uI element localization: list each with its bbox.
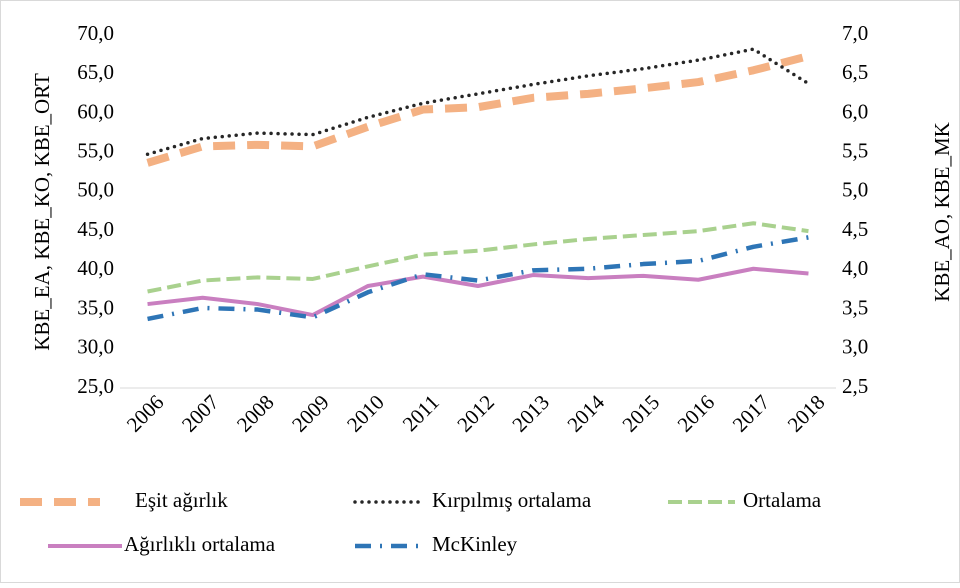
series-line bbox=[147, 221, 809, 294]
y2-tick-label: 3,5 bbox=[842, 295, 868, 319]
series-line bbox=[145, 47, 811, 156]
series-line bbox=[147, 235, 809, 322]
y-tick-label: 70,0 bbox=[77, 21, 114, 45]
y2-tick-label: 4,0 bbox=[842, 256, 868, 280]
series-line bbox=[147, 266, 809, 318]
y2-tick-label: 3,0 bbox=[842, 335, 868, 359]
y2-axis-title: KBE_AO, KBE_MK bbox=[930, 122, 954, 302]
y2-tick-label: 6,0 bbox=[842, 99, 868, 123]
legend-label: Ortalama bbox=[743, 488, 822, 512]
y2-tick-label: 5,5 bbox=[842, 138, 868, 162]
y-tick-label: 40,0 bbox=[77, 256, 114, 280]
y-tick-label: 25,0 bbox=[77, 374, 114, 398]
y-tick-label: 45,0 bbox=[77, 217, 114, 241]
legend-label: Eşit ağırlık bbox=[135, 488, 228, 512]
y2-tick-label: 7,0 bbox=[842, 21, 868, 45]
y2-tick-label: 6,5 bbox=[842, 60, 868, 84]
y-tick-label: 65,0 bbox=[77, 60, 114, 84]
y-tick-label: 30,0 bbox=[77, 335, 114, 359]
y-tick-label: 60,0 bbox=[77, 99, 114, 123]
legend-label: Ağırlıklı ortalama bbox=[124, 532, 276, 556]
legend-label: McKinley bbox=[432, 532, 518, 556]
y2-tick-label: 4,5 bbox=[842, 217, 868, 241]
legend-label: Kırpılmış ortalama bbox=[432, 488, 592, 512]
y-axis-title: KBE_EA, KBE_KO, KBE_ORT bbox=[30, 73, 54, 351]
y2-tick-label: 5,0 bbox=[842, 178, 868, 202]
y-tick-label: 50,0 bbox=[77, 178, 114, 202]
y-tick-label: 35,0 bbox=[77, 295, 114, 319]
y2-tick-label: 2,5 bbox=[842, 374, 868, 398]
y-tick-label: 55,0 bbox=[77, 138, 114, 162]
series-line bbox=[146, 52, 810, 167]
